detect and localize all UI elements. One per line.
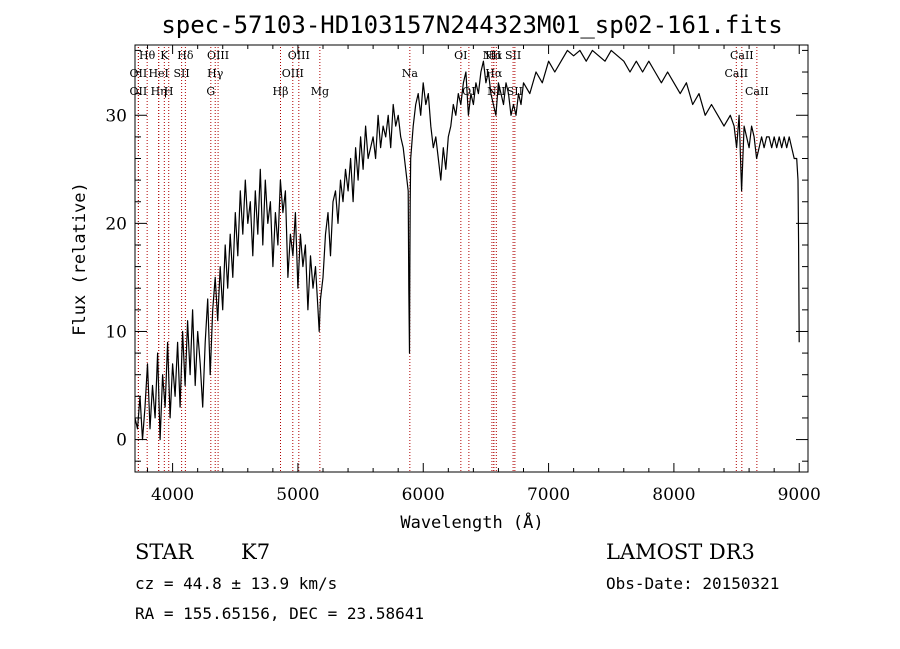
marker-label-9: OIII [207, 49, 229, 62]
marker-label-5: Hη [151, 85, 167, 98]
marker-label-18: OI [462, 85, 475, 98]
coordinates: RA = 155.65156, DEC = 23.58641 [135, 604, 424, 623]
y-tick-label-0: 0 [116, 431, 127, 451]
marker-label-25: CaII [730, 49, 754, 62]
x-tick-label-4: 8000 [652, 485, 695, 505]
marker-label-11: G [206, 85, 215, 98]
survey-name: LAMOST DR3 [606, 540, 755, 564]
plot-frame [134, 44, 809, 473]
marker-label-8: Hδ [177, 49, 194, 62]
x-axis: 4000 5000 6000 7000 8000 9000 [147, 45, 821, 505]
marker-label-7: SII [174, 67, 190, 80]
marker-label-26: CaII [724, 67, 748, 80]
y-tick-label-3: 30 [105, 106, 127, 126]
marker-label-14: Hβ [273, 85, 289, 98]
x-tick-label-3: 7000 [527, 485, 570, 505]
object-subclass: K7 [241, 540, 271, 564]
x-axis-label: Wavelength (Å) [400, 511, 543, 533]
y-tick-label-1: 10 [105, 322, 127, 342]
marker-label-4: H [164, 85, 174, 98]
y-axis: 0 10 20 30 [105, 49, 808, 462]
marker-label-22: Hα [485, 67, 503, 80]
x-tick-label-1: 5000 [276, 485, 319, 505]
x-tick-label-0: 4000 [151, 485, 194, 505]
marker-label-3: K [160, 49, 169, 62]
redshift-readout: cz = 44.8 ± 13.9 km/s [135, 574, 338, 593]
marker-label-16: Na [402, 67, 419, 80]
line-markers: Hθ OII OII K HHη HeI SII Hδ OIII Hγ G OIII OIII Hβ Mg N… [130, 47, 769, 472]
y-axis-label: Flux (relative) [70, 182, 90, 336]
x-tick-label-5: 9000 [778, 485, 821, 505]
marker-label-12: OIII [288, 49, 310, 62]
marker-label-19: NII [483, 49, 501, 62]
marker-label-15: Mg [311, 85, 329, 98]
marker-label-13: OIII [282, 67, 304, 80]
marker-label-27: CaII [745, 85, 769, 98]
chart-title: spec-57103-HD103157N244323M01_sp02-161.f… [161, 11, 782, 39]
marker-label-1: OII [130, 67, 148, 80]
y-tick-label-2: 20 [105, 214, 127, 234]
obs-date: Obs-Date: 20150321 [606, 574, 780, 593]
marker-label-10: Hγ [207, 67, 224, 80]
x-tick-label-2: 6000 [402, 485, 445, 505]
object-class: STAR [135, 540, 194, 564]
series-line-0 [134, 49, 800, 441]
marker-label-6: HeI [148, 67, 168, 80]
marker-label-20: Hα [485, 49, 503, 62]
series-group [134, 49, 800, 441]
marker-label-17: OI [454, 49, 467, 62]
marker-label-2: OII [130, 85, 148, 98]
marker-label-21: SII [505, 49, 521, 62]
marker-label-0: Hθ [139, 49, 156, 62]
